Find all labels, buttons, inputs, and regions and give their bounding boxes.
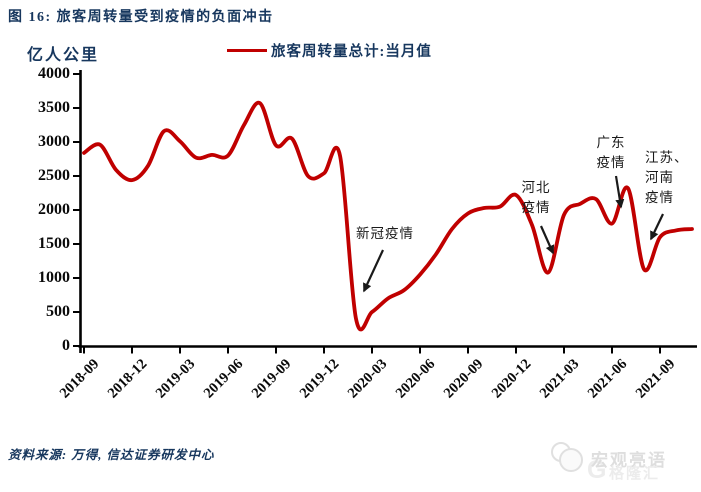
annotation-arrow-covid xyxy=(363,249,384,293)
watermark-site-text: 格隆汇 xyxy=(609,465,661,482)
y-tick-label: 2000 xyxy=(38,201,70,218)
annotation-label-hebei: 河北 疫情 xyxy=(521,180,551,215)
y-tick-label: 3000 xyxy=(38,133,70,150)
watermark-brand-text: 宏观亮语 xyxy=(591,451,667,470)
legend: 旅客周转量总计:当月值 xyxy=(227,40,432,61)
y-tick-label: 4000 xyxy=(38,65,70,82)
watermark-logo-icon xyxy=(551,442,583,472)
annotation-label-covid: 新冠疫情 xyxy=(356,226,414,241)
page-title: 图 16: 旅客周转量受到疫情的负面冲击 xyxy=(8,10,274,25)
y-tick-label: 3500 xyxy=(38,99,70,116)
annotation-arrow-jiangsu_henan xyxy=(650,213,664,241)
y-axis-unit-label: 亿人公里 xyxy=(27,47,100,64)
source-note: 资料来源: 万得, 信达证券研发中心 xyxy=(8,448,215,462)
y-tick-label: 500 xyxy=(46,303,70,320)
y-tick-label: 1000 xyxy=(38,269,70,286)
legend-label: 旅客周转量总计:当月值 xyxy=(271,44,432,60)
watermark: G 宏观亮语 格隆汇 xyxy=(547,438,697,486)
y-tick-label: 2500 xyxy=(38,167,70,184)
annotation-arrow-guangdong xyxy=(614,175,625,209)
annotation-label-jiangsu_henan: 江苏、 河南 疫情 xyxy=(645,150,689,205)
legend-line-swatch xyxy=(227,48,267,53)
series-line-passenger-turnover xyxy=(82,100,694,332)
y-tick-label: 0 xyxy=(62,337,70,354)
watermark-site-initial: G xyxy=(587,456,607,484)
y-tick-label: 1500 xyxy=(38,235,70,252)
annotation-label-guangdong: 广东 疫情 xyxy=(596,135,626,170)
annotation-arrow-hebei xyxy=(539,225,555,255)
